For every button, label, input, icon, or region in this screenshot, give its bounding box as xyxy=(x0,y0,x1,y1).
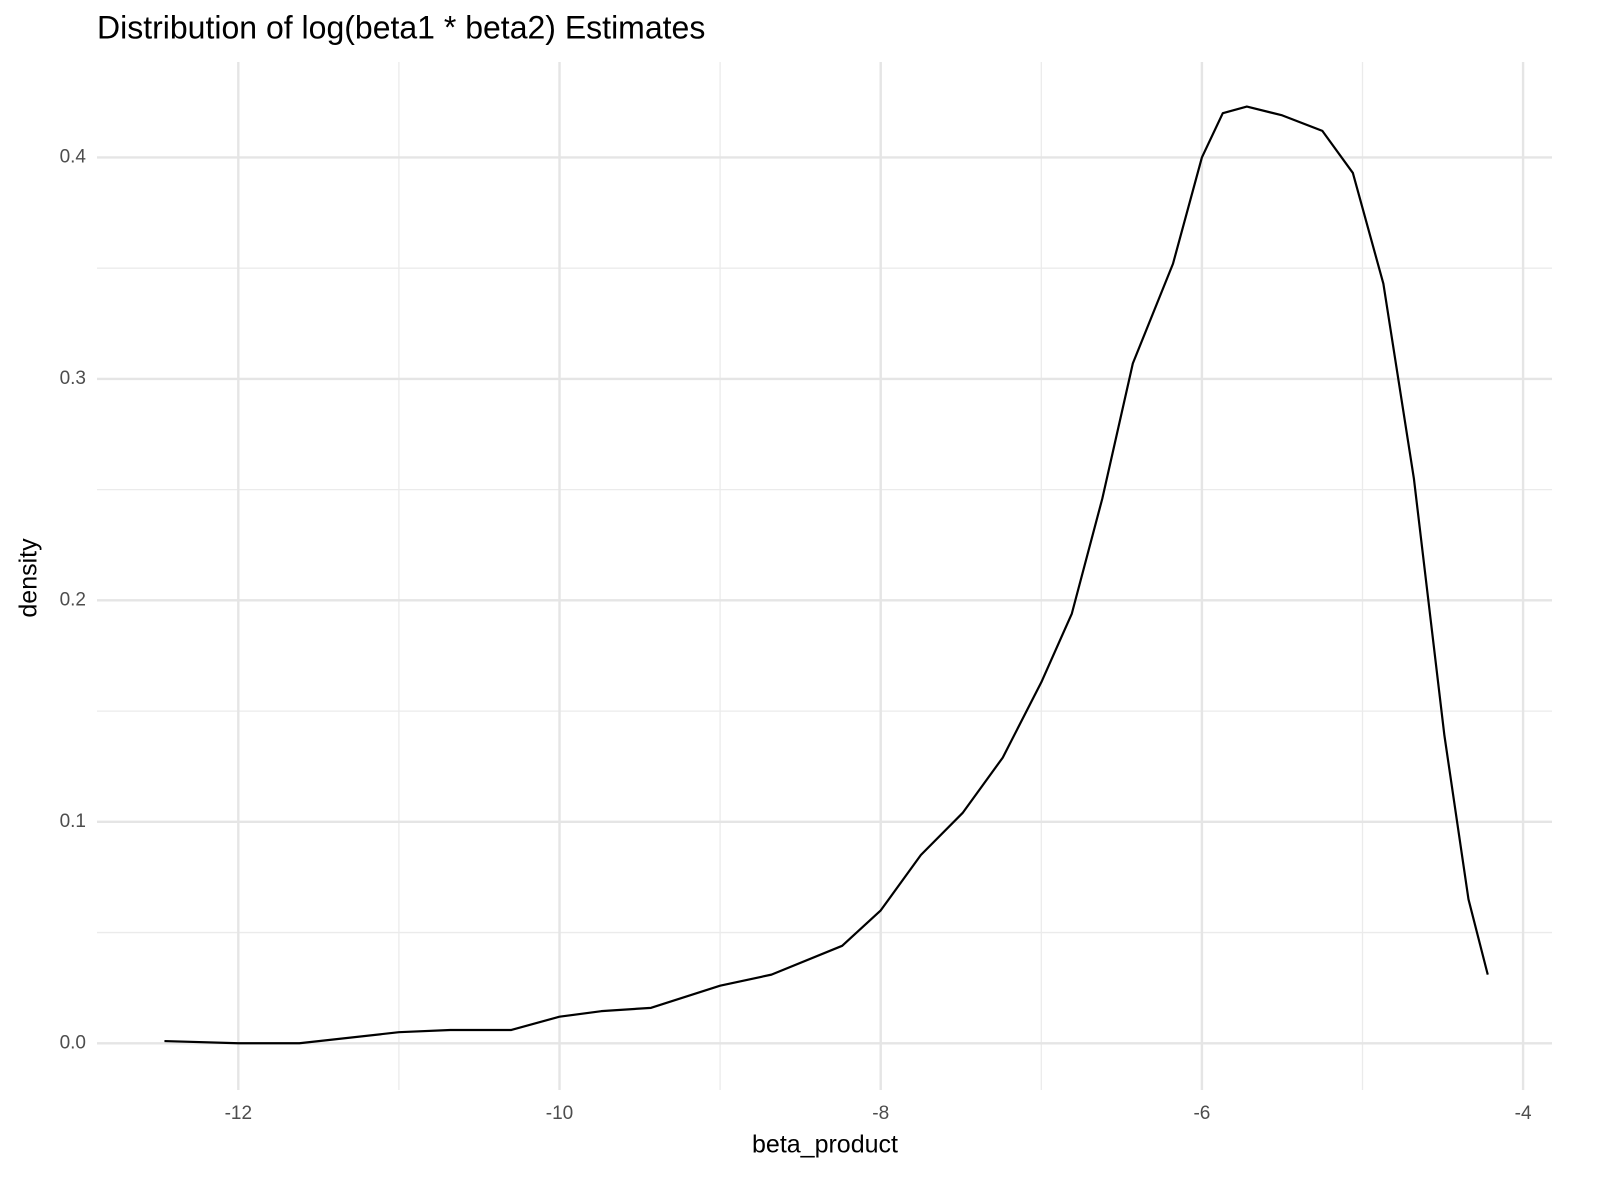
density-line xyxy=(164,105,1489,1045)
x-tick-label: -4 xyxy=(1515,1103,1532,1124)
x-axis-title: beta_product xyxy=(752,1131,898,1159)
y-tick-label: 0.1 xyxy=(60,811,86,832)
y-axis-title: density xyxy=(15,538,43,618)
x-tick-label: -10 xyxy=(546,1103,573,1124)
x-tick-label: -6 xyxy=(1193,1103,1210,1124)
plot xyxy=(164,105,1489,1045)
x-tick-label: -8 xyxy=(872,1103,889,1124)
grid xyxy=(97,62,1552,1090)
y-tick-label: 0.2 xyxy=(60,589,86,610)
chart-title: Distribution of log(beta1 * beta2) Estim… xyxy=(97,9,705,45)
y-tick-label: 0.0 xyxy=(60,1032,86,1053)
y-tick-label: 0.4 xyxy=(60,146,87,167)
x-tick-label: -12 xyxy=(225,1103,252,1124)
y-tick-label: 0.3 xyxy=(60,368,86,389)
